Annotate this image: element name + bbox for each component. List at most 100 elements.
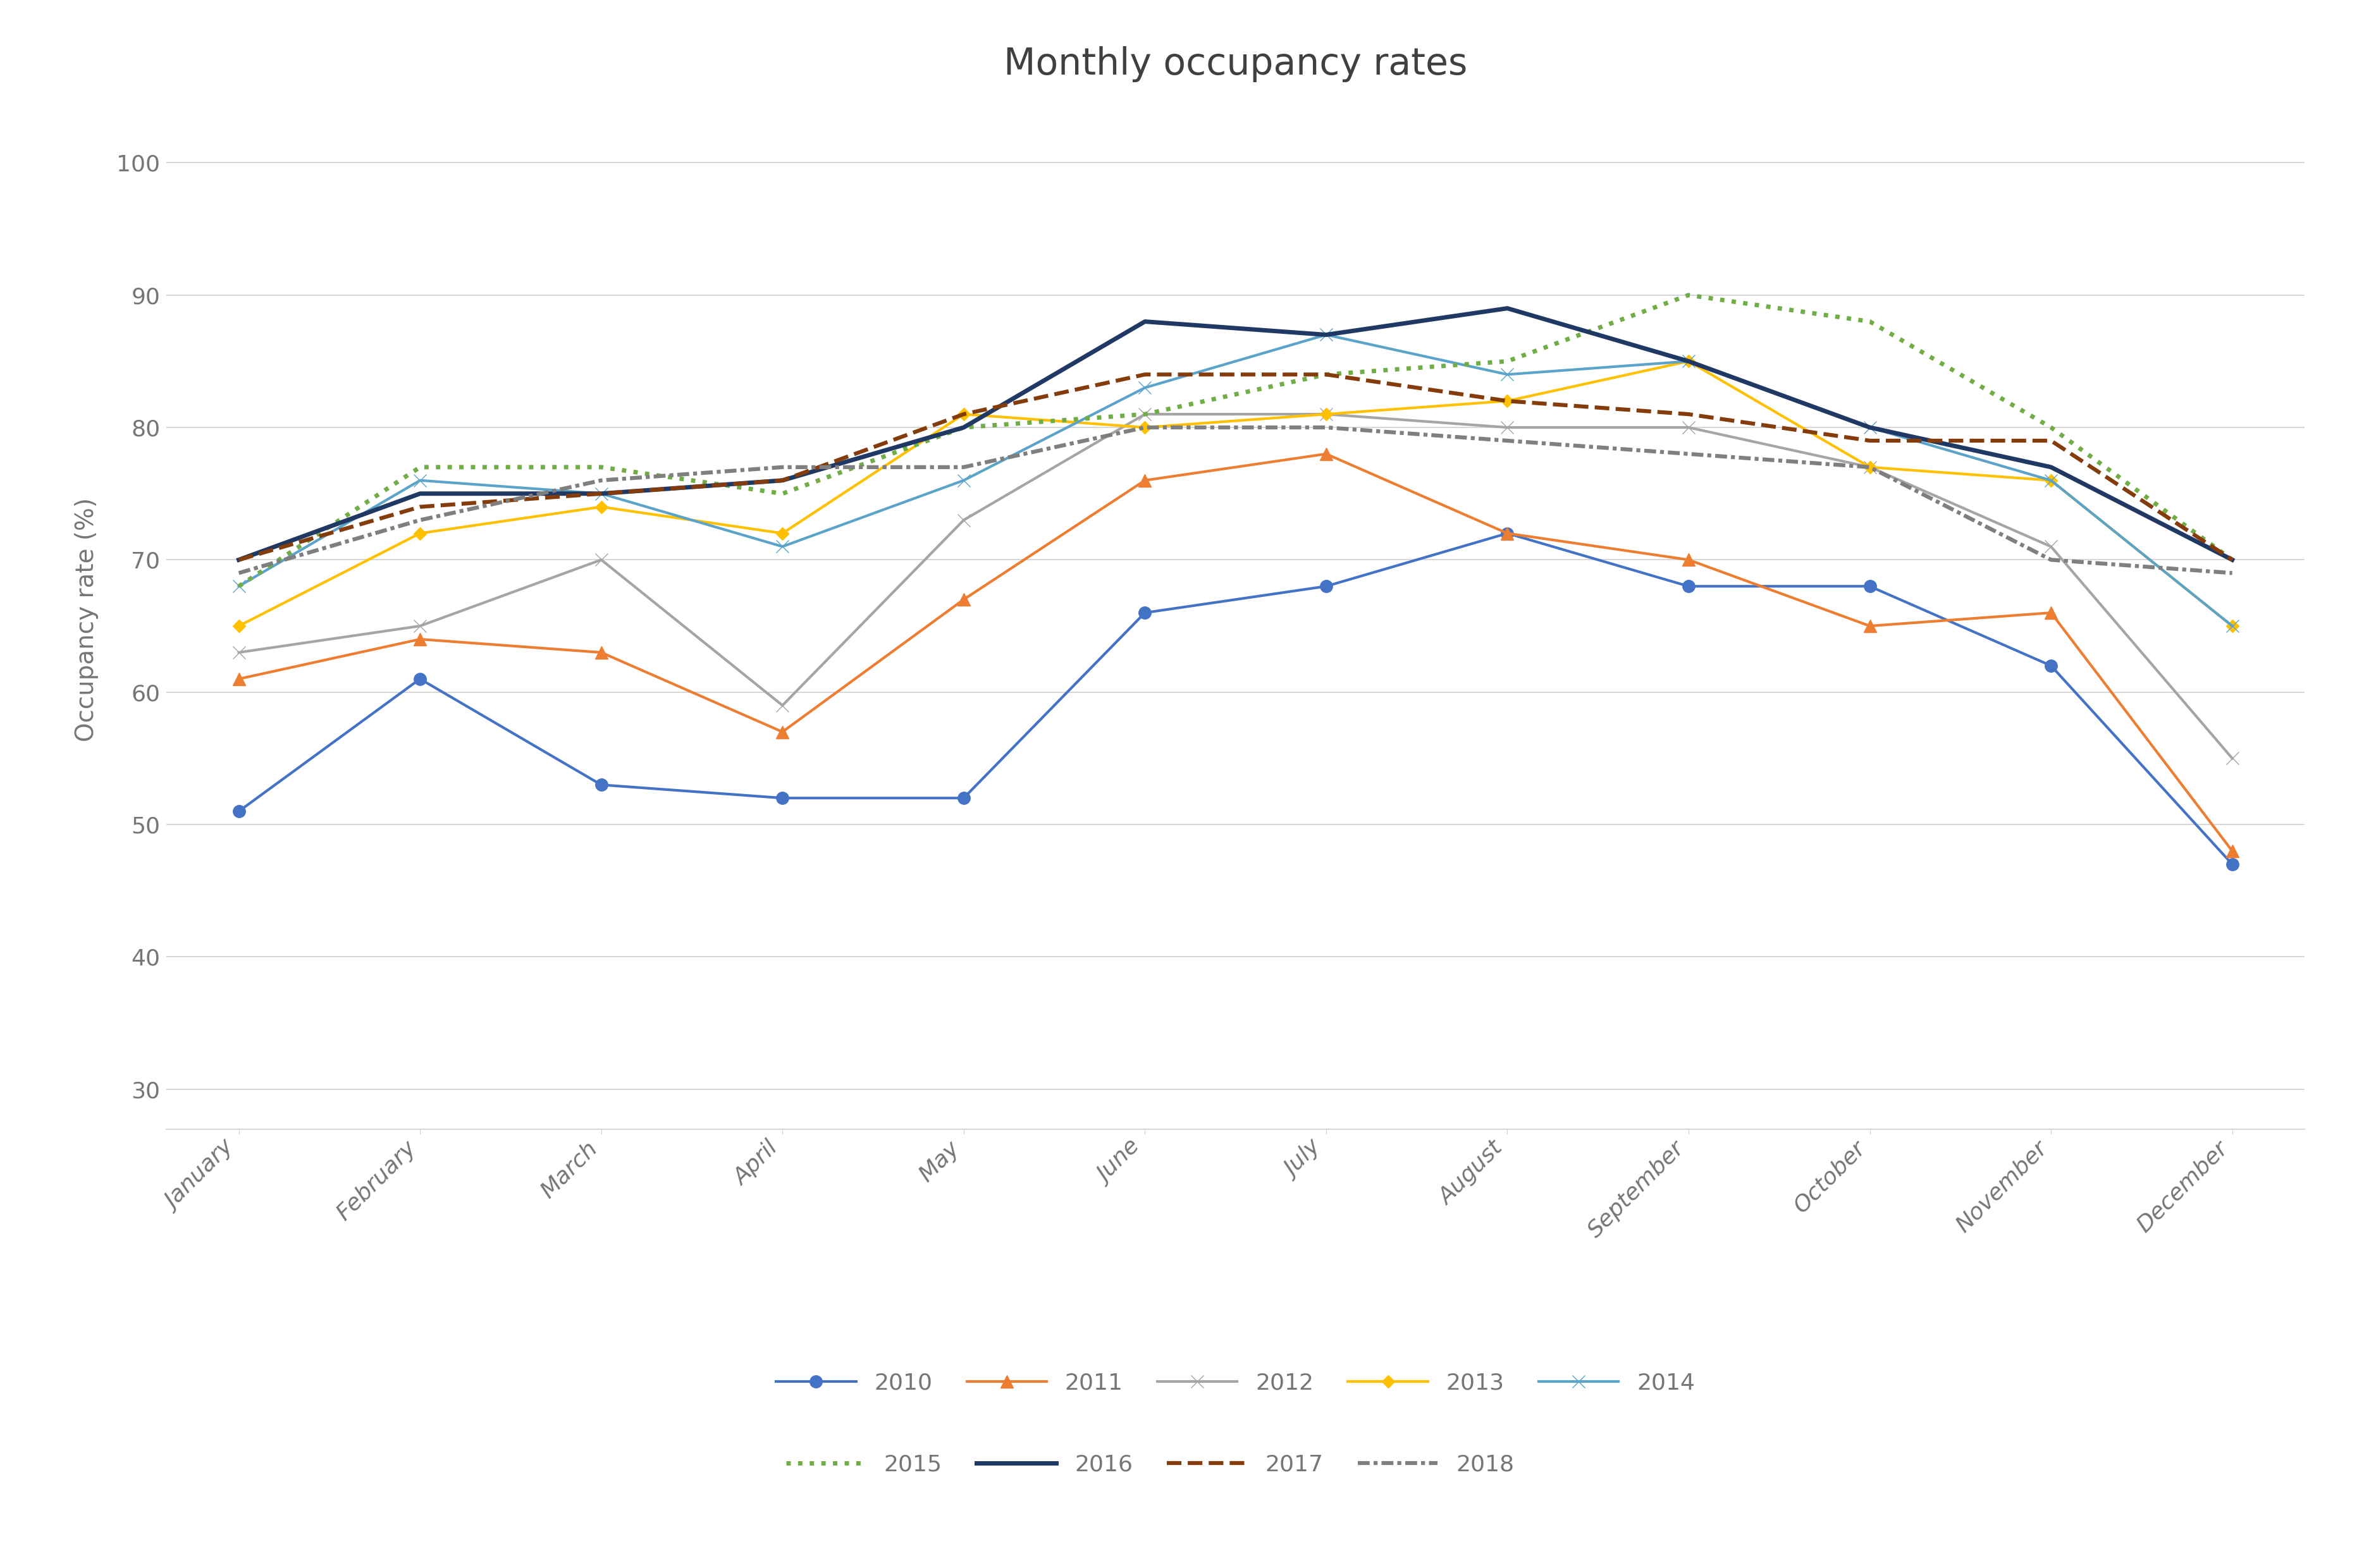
2016 (950, 419, 979, 437)
2014 (587, 485, 615, 503)
2013 (2217, 616, 2245, 635)
Y-axis label: Occupancy rate (%): Occupancy rate (%) (76, 497, 100, 742)
2010 (587, 776, 615, 795)
2010 (950, 789, 979, 808)
Line: 2013: 2013 (235, 358, 2236, 630)
2010 (2036, 657, 2065, 676)
Title: Monthly occupancy rates: Monthly occupancy rates (1003, 45, 1468, 82)
2010 (2217, 855, 2245, 873)
2015 (1492, 351, 1521, 370)
2013 (2036, 470, 2065, 489)
2016 (1312, 326, 1340, 345)
2018 (406, 511, 435, 530)
2015 (1312, 365, 1340, 384)
2013 (587, 497, 615, 516)
2013 (406, 524, 435, 543)
Line: 2017: 2017 (240, 375, 2231, 560)
2017 (406, 497, 435, 516)
2017 (226, 550, 254, 569)
2012 (950, 511, 979, 530)
2011 (1675, 550, 1704, 569)
2016 (1131, 312, 1159, 331)
2018 (1856, 458, 1884, 477)
2014 (1312, 326, 1340, 345)
2011 (950, 590, 979, 608)
2010 (226, 801, 254, 820)
Line: 2016: 2016 (240, 309, 2231, 560)
2017 (1675, 405, 1704, 423)
2013 (226, 616, 254, 635)
2015 (1131, 405, 1159, 423)
2011 (406, 630, 435, 649)
2011 (587, 643, 615, 662)
2010 (406, 670, 435, 688)
2015 (587, 458, 615, 477)
2015 (1675, 285, 1704, 304)
2015 (226, 577, 254, 596)
2017 (1492, 392, 1521, 411)
2011 (2217, 842, 2245, 861)
2017 (1312, 365, 1340, 384)
2017 (950, 405, 979, 423)
2016 (226, 550, 254, 569)
2012 (2217, 750, 2245, 768)
2018 (587, 470, 615, 489)
2010 (1131, 604, 1159, 622)
2016 (406, 485, 435, 503)
2014 (226, 577, 254, 596)
2017 (767, 470, 796, 489)
Line: 2015: 2015 (240, 295, 2231, 586)
2018 (2217, 563, 2245, 582)
2018 (2036, 550, 2065, 569)
2011 (1131, 470, 1159, 489)
2011 (1856, 616, 1884, 635)
2010 (1856, 577, 1884, 596)
2015 (2036, 419, 2065, 437)
2014 (1856, 419, 1884, 437)
2013 (767, 524, 796, 543)
2013 (1312, 405, 1340, 423)
2012 (587, 550, 615, 569)
2011 (226, 670, 254, 688)
2017 (1856, 431, 1884, 450)
2014 (1131, 378, 1159, 397)
2012 (767, 696, 796, 715)
2017 (1131, 365, 1159, 384)
2014 (406, 470, 435, 489)
2016 (1675, 351, 1704, 370)
2018 (1675, 444, 1704, 463)
2018 (767, 458, 796, 477)
2016 (587, 485, 615, 503)
2018 (1312, 419, 1340, 437)
2012 (1492, 419, 1521, 437)
2016 (767, 470, 796, 489)
2011 (2036, 604, 2065, 622)
2016 (2217, 550, 2245, 569)
2013 (950, 405, 979, 423)
2016 (2036, 458, 2065, 477)
2014 (2036, 470, 2065, 489)
Line: 2010: 2010 (233, 527, 2238, 870)
2012 (1856, 458, 1884, 477)
2013 (1131, 419, 1159, 437)
2014 (1675, 351, 1704, 370)
2016 (1492, 299, 1521, 318)
2012 (1675, 419, 1704, 437)
2018 (1492, 431, 1521, 450)
Legend: 2015, 2016, 2017, 2018: 2015, 2016, 2017, 2018 (777, 1444, 1523, 1485)
2012 (1131, 405, 1159, 423)
2013 (1492, 392, 1521, 411)
2013 (1856, 458, 1884, 477)
2010 (767, 789, 796, 808)
2014 (950, 470, 979, 489)
2017 (2217, 550, 2245, 569)
2018 (950, 458, 979, 477)
2014 (767, 538, 796, 557)
Line: 2018: 2018 (240, 428, 2231, 572)
2010 (1312, 577, 1340, 596)
2011 (1312, 444, 1340, 463)
2017 (2036, 431, 2065, 450)
2012 (406, 616, 435, 635)
2015 (406, 458, 435, 477)
2014 (2217, 616, 2245, 635)
